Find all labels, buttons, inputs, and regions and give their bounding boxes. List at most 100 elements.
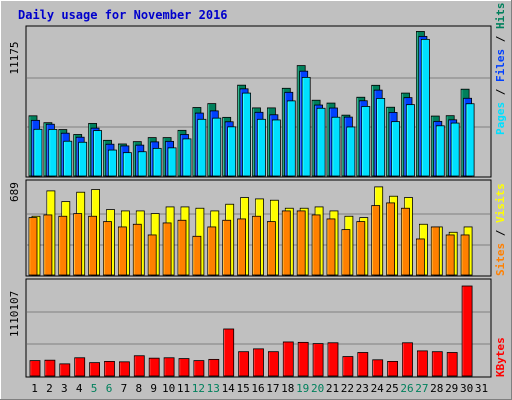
bar-pages-day-25	[391, 121, 401, 177]
chart-title: Daily usage for November 2016	[18, 8, 228, 22]
bar-kbytes-day-18	[282, 341, 294, 377]
bar-kbytes-day-23	[357, 352, 369, 377]
bar-kbytes-day-4	[74, 357, 86, 377]
bar-sites-day-9	[147, 234, 157, 276]
ymax-label-kbytes: 1110107	[8, 291, 21, 337]
x-label-day-25: 25	[385, 382, 398, 395]
legend-hits-panel: Pages / Files / Hits	[494, 3, 507, 136]
x-label-day-31: 31	[475, 382, 488, 395]
x-label-day-8: 8	[135, 382, 142, 395]
legend-visits-panel: Sites / Visits	[494, 183, 507, 276]
x-label-day-29: 29	[445, 382, 458, 395]
legend-kbytes: KBytes	[494, 337, 507, 377]
bars	[28, 31, 475, 377]
bar-pages-day-15	[242, 92, 252, 177]
legend-files: Files	[494, 49, 507, 82]
x-label-day-19: 19	[296, 382, 309, 395]
x-label-day-30: 30	[460, 382, 473, 395]
bar-pages-day-9	[152, 147, 162, 177]
bar-pages-day-8	[137, 151, 147, 177]
bar-kbytes-day-24	[372, 359, 384, 377]
bar-pages-day-1	[33, 128, 43, 177]
legend-sep-3: /	[494, 229, 507, 236]
bar-sites-day-21	[326, 218, 336, 276]
x-label-day-20: 20	[311, 382, 324, 395]
bar-kbytes-day-25	[387, 361, 399, 377]
bar-kbytes-day-15	[238, 351, 250, 377]
bar-kbytes-day-22	[342, 356, 354, 377]
bar-kbytes-day-20	[312, 343, 324, 377]
x-label-day-23: 23	[356, 382, 369, 395]
bar-sites-day-11	[177, 219, 187, 276]
bar-pages-day-3	[63, 140, 73, 177]
x-label-day-12: 12	[192, 382, 205, 395]
x-label-day-9: 9	[150, 382, 157, 395]
bar-kbytes-day-28	[431, 351, 443, 377]
bar-kbytes-day-29	[446, 352, 458, 377]
bar-pages-day-4	[78, 141, 88, 177]
x-label-day-4: 4	[76, 382, 83, 395]
bar-kbytes-day-30	[461, 285, 473, 377]
bar-pages-day-23	[361, 106, 371, 177]
bar-sites-day-22	[341, 229, 351, 276]
bar-sites-day-23	[356, 221, 366, 276]
bar-sites-day-20	[311, 214, 321, 276]
bar-kbytes-day-21	[327, 342, 339, 377]
bar-sites-day-19	[296, 210, 306, 276]
ymax-label-visits: 689	[8, 182, 21, 202]
svg-text:KBytes: KBytes	[494, 337, 507, 377]
bar-kbytes-day-7	[119, 361, 130, 377]
bar-kbytes-day-16	[253, 348, 264, 377]
x-label-day-21: 21	[326, 382, 339, 395]
svg-text:Pages / Files: Pages / Files / Hits	[494, 3, 507, 136]
bar-kbytes-day-12	[193, 360, 205, 377]
bar-sites-day-25	[386, 202, 396, 276]
bar-sites-day-8	[132, 223, 142, 276]
bar-pages-day-30	[465, 103, 475, 177]
svg-text:Sites / Visits: Sites / Visits	[494, 183, 507, 276]
x-label-day-11: 11	[177, 382, 190, 395]
bar-kbytes-day-1	[29, 360, 41, 377]
bar-sites-day-14	[222, 219, 232, 276]
bar-sites-day-13	[207, 226, 217, 276]
x-label-day-15: 15	[236, 382, 249, 395]
x-label-day-2: 2	[46, 382, 53, 395]
x-label-day-18: 18	[281, 382, 294, 395]
bar-pages-day-26	[406, 104, 415, 177]
bar-pages-day-12	[197, 118, 207, 177]
bar-pages-day-10	[167, 147, 177, 177]
bar-sites-day-3	[58, 215, 68, 276]
legend-visits: Visits	[494, 183, 507, 223]
bar-pages-day-16	[257, 118, 266, 177]
bar-sites-day-7	[118, 226, 127, 276]
x-label-day-1: 1	[31, 382, 38, 395]
x-label-day-13: 13	[207, 382, 220, 395]
bar-pages-day-18	[286, 100, 296, 177]
x-label-day-17: 17	[266, 382, 279, 395]
bar-pages-day-21	[331, 116, 341, 177]
bar-kbytes-day-8	[133, 355, 145, 377]
bar-kbytes-day-27	[416, 350, 428, 377]
bar-pages-day-2	[48, 129, 58, 177]
bar-kbytes-day-2	[44, 359, 56, 377]
bar-kbytes-day-14	[223, 328, 235, 377]
legend-pages: Pages	[494, 102, 507, 135]
legend-hits: Hits	[494, 3, 507, 30]
bar-pages-day-29	[450, 122, 460, 177]
bar-kbytes-day-26	[402, 342, 413, 377]
bar-sites-day-17	[266, 221, 276, 276]
bar-pages-day-14	[227, 126, 237, 177]
legend-sites: Sites	[494, 243, 507, 276]
bar-pages-day-6	[108, 149, 117, 177]
bar-sites-day-24	[371, 205, 381, 276]
x-label-day-14: 14	[222, 382, 236, 395]
bar-sites-day-2	[43, 214, 53, 276]
bar-pages-day-19	[301, 76, 311, 177]
bar-sites-day-10	[162, 222, 172, 276]
x-label-day-22: 22	[341, 382, 354, 395]
ymax-label-hits: 11175	[8, 41, 21, 74]
bar-sites-day-5	[88, 215, 97, 276]
bar-kbytes-day-10	[163, 357, 175, 377]
legend-sep-2: /	[494, 35, 507, 42]
